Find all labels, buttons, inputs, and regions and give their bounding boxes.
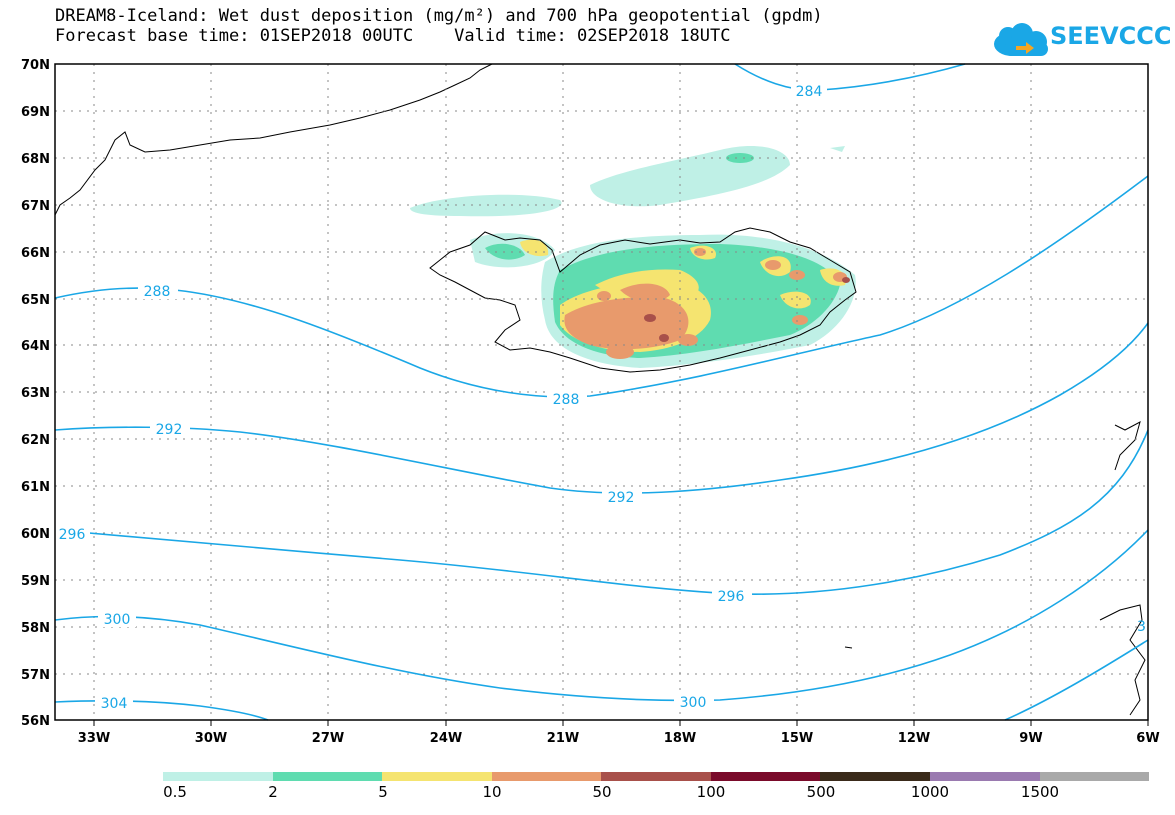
lat-label: 57N <box>21 668 50 683</box>
lat-label: 66N <box>21 246 50 261</box>
lon-label: 24W <box>430 731 462 746</box>
legend-label: 2 <box>268 783 278 801</box>
coastlines <box>54 63 1146 716</box>
legend-swatch <box>929 772 1040 781</box>
seevccc-logo <box>994 23 1048 56</box>
legend-colorbar <box>163 772 1150 781</box>
lat-label: 58N <box>21 621 50 636</box>
legend-label: 100 <box>696 783 726 801</box>
legend-label: 10 <box>482 783 502 801</box>
legend-swatch <box>382 772 492 781</box>
contour-label: 300 <box>104 612 131 628</box>
legend-label: 500 <box>806 783 836 801</box>
lat-label: 62N <box>21 433 50 448</box>
lat-label: 61N <box>21 480 50 495</box>
legend-swatch <box>820 772 930 781</box>
contour-labels: 284 288 288 292 292 296 296 300 300 304 … <box>54 82 1146 712</box>
contour-label: 3 <box>1137 619 1146 635</box>
contour-label: 288 <box>553 392 580 408</box>
tick-marks <box>93 720 1149 726</box>
lat-label: 64N <box>21 339 50 354</box>
chart-title: DREAM8-Iceland: Wet dust deposition (mg/… <box>55 6 823 26</box>
contour-label: 296 <box>59 527 86 543</box>
lat-label: 70N <box>21 58 50 73</box>
map-frame <box>54 63 1149 721</box>
forecast-times: Forecast base time: 01SEP2018 00UTC Vali… <box>55 26 731 46</box>
legend-swatch <box>710 772 821 781</box>
legend-label: 0.5 <box>163 783 187 801</box>
lat-label: 67N <box>21 199 50 214</box>
contour-label: 284 <box>796 84 823 100</box>
lat-label: 65N <box>21 293 50 308</box>
legend-swatch <box>272 772 383 781</box>
lon-label: 30W <box>195 731 227 746</box>
lon-label: 21W <box>547 731 579 746</box>
contour-label: 288 <box>144 284 171 300</box>
lon-label: 33W <box>78 731 110 746</box>
contour-label: 292 <box>608 490 635 506</box>
contour-label: 296 <box>718 589 745 605</box>
cloud-icon <box>994 23 1048 56</box>
lon-label: 12W <box>898 731 930 746</box>
lat-label: 59N <box>21 574 50 589</box>
legend-swatch <box>601 772 711 781</box>
lon-label: 9W <box>1019 731 1042 746</box>
lon-label: 15W <box>781 731 813 746</box>
logo-text: SEEVCCC <box>1050 22 1172 50</box>
legend-label: 1000 <box>910 783 950 801</box>
gridlines <box>55 64 1148 720</box>
contour-label: 304 <box>101 696 128 712</box>
lon-label: 18W <box>664 731 696 746</box>
lon-label: 27W <box>312 731 344 746</box>
lat-label: 69N <box>21 105 50 120</box>
contour-label: 292 <box>156 422 183 438</box>
legend-label: 50 <box>592 783 612 801</box>
lon-label: 6W <box>1136 731 1159 746</box>
lat-label: 60N <box>21 527 50 542</box>
lat-label: 63N <box>21 386 50 401</box>
legend-swatch <box>163 772 273 781</box>
legend-label: 5 <box>378 783 388 801</box>
lat-label: 56N <box>21 714 50 729</box>
contour-label: 300 <box>680 695 707 711</box>
legend-label: 1500 <box>1020 783 1060 801</box>
legend-swatch <box>1039 772 1150 781</box>
latitude-labels: 70N 69N 68N 67N 66N 65N 64N 63N 62N 61N … <box>21 58 50 729</box>
dust-deposition-shading <box>410 145 856 368</box>
lat-label: 68N <box>21 152 50 167</box>
longitude-labels: 33W 30W 27W 24W 21W 18W 15W 12W 9W 6W <box>78 731 1160 746</box>
legend-swatch <box>491 772 602 781</box>
